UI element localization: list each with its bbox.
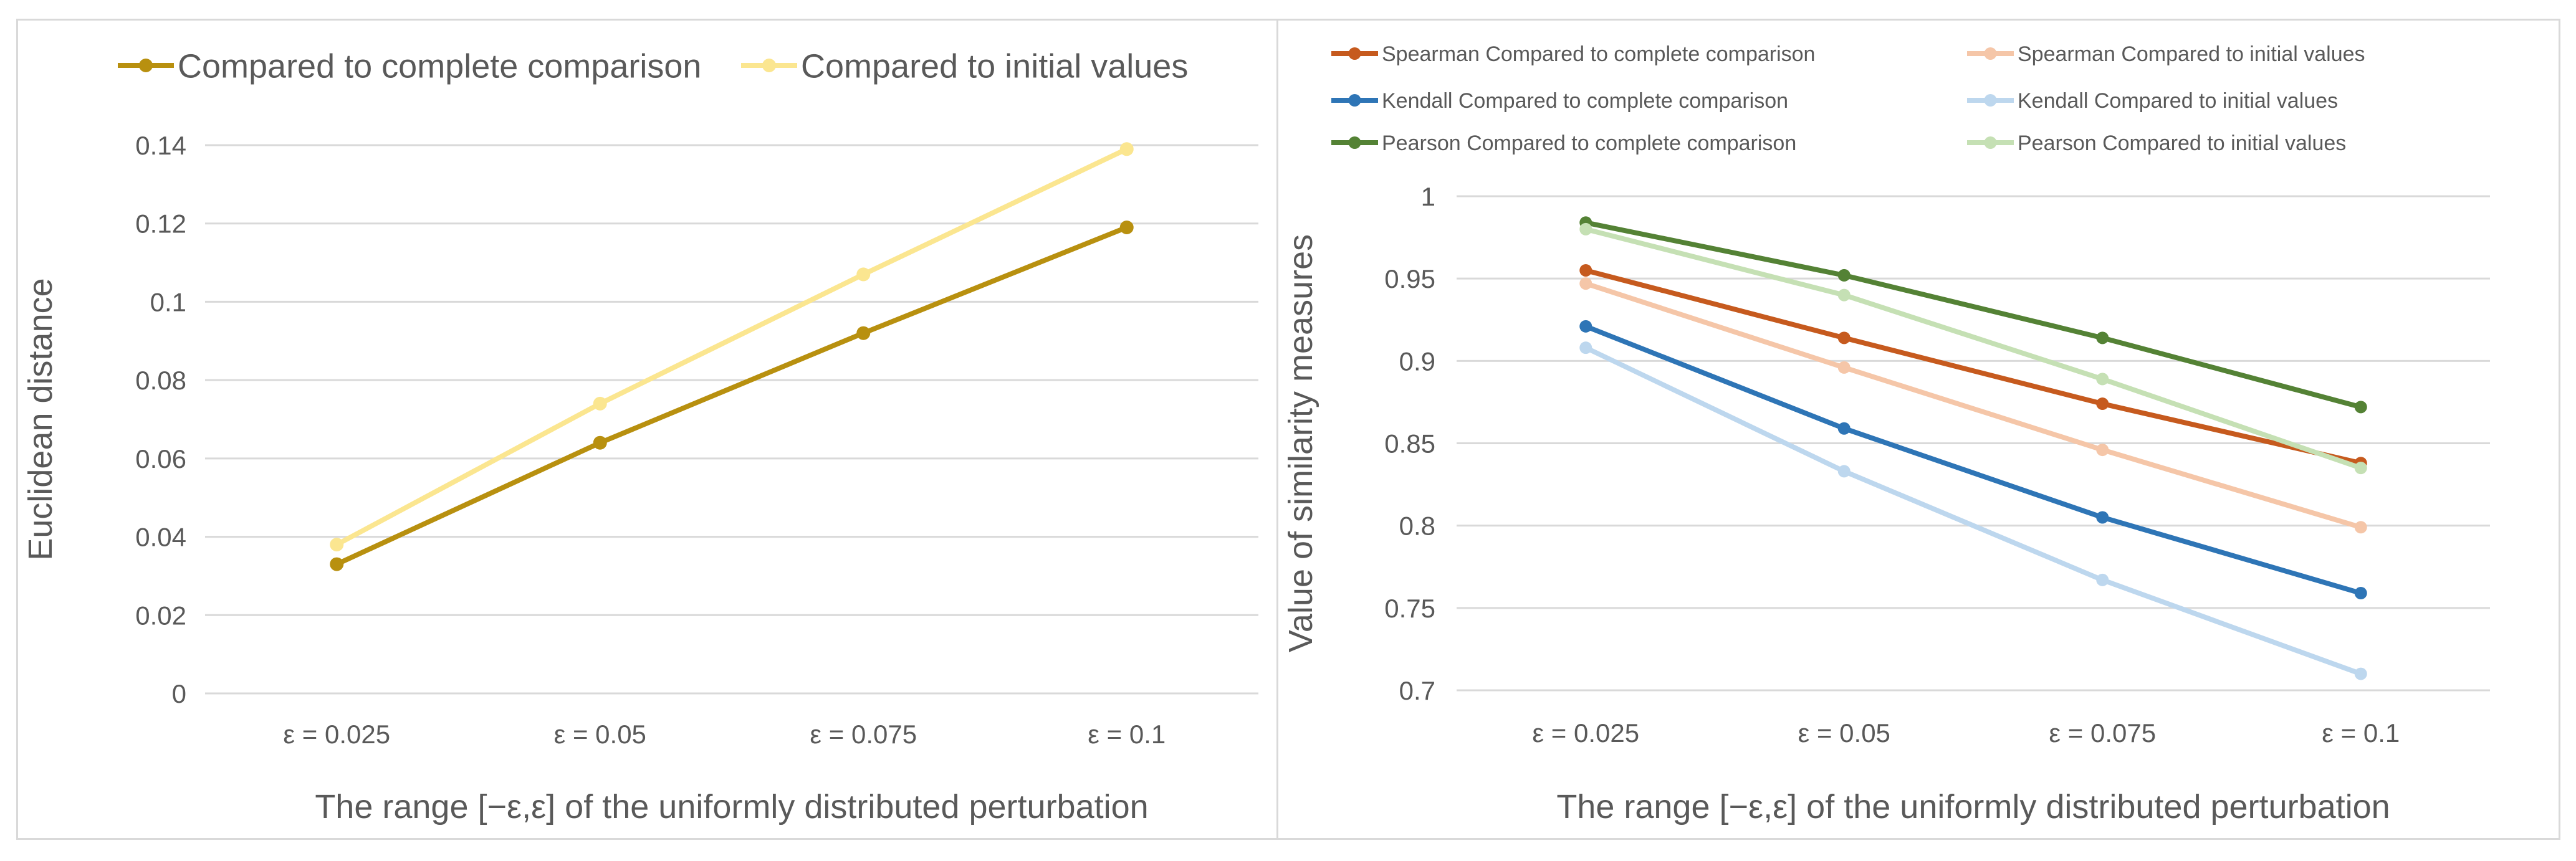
series-line <box>1583 345 2363 677</box>
y-tick-label: 1 <box>1421 182 1435 211</box>
y-tick-label: 0.75 <box>1384 594 1435 623</box>
data-point <box>2354 667 2367 680</box>
data-point <box>1837 331 1851 345</box>
data-point <box>2354 401 2367 414</box>
data-point <box>1837 288 1851 302</box>
x-tick-label: ε = 0.1 <box>1088 720 1166 749</box>
x-tick-label: ε = 0.075 <box>2049 718 2156 748</box>
data-point <box>1837 269 1851 282</box>
data-point <box>1579 222 1592 235</box>
data-point <box>1119 142 1134 156</box>
euclidean-distance-chart: 0 0.02 0.04 0.06 0.08 0.1 0.12 0.14 ε = 0.025 ε =… <box>16 19 1279 840</box>
y-tick-label: 0.9 <box>1399 346 1435 376</box>
y-tick-label: 0.7 <box>1399 676 1435 705</box>
legend-label: Pearson Compared to initial values <box>2018 131 2346 155</box>
y-tick-label: 0.85 <box>1384 429 1435 459</box>
y-tick-label: 0.14 <box>135 131 186 160</box>
y-tick-label: 0 <box>172 679 186 708</box>
legend-label: Compared to complete comparison <box>178 47 701 85</box>
legend-marker <box>1984 47 1997 60</box>
data-point <box>2096 331 2109 345</box>
x-tick-label: ε = 0.05 <box>554 720 646 749</box>
data-point <box>2096 444 2109 457</box>
legend-marker <box>1984 136 1997 149</box>
data-point <box>856 326 871 340</box>
data-point <box>1579 264 1592 277</box>
x-tick-label: ε = 0.025 <box>1532 718 1639 748</box>
data-point <box>330 538 344 552</box>
x-tick-label: ε = 0.075 <box>810 720 917 749</box>
y-tick-label: 0.12 <box>135 209 186 239</box>
series-line <box>334 146 1129 548</box>
series-line <box>1583 281 2363 530</box>
y-tick-label: 0.95 <box>1384 264 1435 293</box>
data-point <box>1579 277 1592 290</box>
data-point <box>2096 373 2109 386</box>
similarity-measures-chart-svg: 0.7 0.75 0.8 0.85 0.9 0.95 1 ε = 0.025 ε = 0.05 ε… <box>1282 42 2490 825</box>
x-tick-label: ε = 0.05 <box>1798 718 1890 748</box>
y-tick-label: 0.08 <box>135 366 186 395</box>
data-point <box>1837 422 1851 435</box>
data-point <box>1579 320 1592 333</box>
data-point <box>1837 465 1851 478</box>
similarity-measures-chart: 0.7 0.75 0.8 0.85 0.9 0.95 1 ε = 0.025 ε = 0.05 ε… <box>1276 19 2560 840</box>
legend-label: Kendall Compared to complete comparison <box>1382 89 1788 113</box>
y-axis-title: Euclidean distance <box>22 278 59 560</box>
legend-label: Spearman Compared to initial values <box>2018 42 2365 66</box>
y-axis-title: Value of similarity measures <box>1282 234 1319 652</box>
x-tick-label: ε = 0.025 <box>283 720 390 749</box>
y-tick-label: 0.04 <box>135 523 186 552</box>
data-point <box>330 557 344 571</box>
series-line <box>334 225 1129 567</box>
data-point <box>2354 521 2367 534</box>
legend-label: Pearson Compared to complete comparison <box>1382 131 1796 155</box>
y-tick-label: 0.06 <box>135 444 186 473</box>
legend-marker <box>1348 136 1361 149</box>
legend-marker <box>1348 47 1361 60</box>
legend-label: Compared to initial values <box>801 47 1188 85</box>
x-tick-label: ε = 0.1 <box>2322 718 2400 748</box>
data-point <box>856 267 871 282</box>
legend-label: Spearman Compared to complete comparison <box>1382 42 1815 66</box>
y-tick-label: 0.8 <box>1399 511 1435 541</box>
euclidean-distance-chart-svg: 0 0.02 0.04 0.06 0.08 0.1 0.12 0.14 ε = 0.025 ε =… <box>22 47 1258 825</box>
legend-label: Kendall Compared to initial values <box>2018 89 2338 113</box>
legend-marker <box>1348 94 1361 107</box>
data-point <box>2096 573 2109 586</box>
series-line <box>1583 220 2363 410</box>
data-point <box>1119 221 1134 234</box>
data-point <box>1837 361 1851 374</box>
data-point <box>2096 511 2109 524</box>
data-point <box>593 396 607 411</box>
legend-marker <box>139 59 153 72</box>
legend-marker <box>762 59 776 72</box>
data-point <box>1579 341 1592 354</box>
x-axis-title: The range [−ε,ε] of the uniformly distri… <box>315 788 1148 825</box>
data-point <box>2354 587 2367 600</box>
y-tick-label: 0.1 <box>150 287 186 316</box>
data-point <box>2096 397 2109 411</box>
data-point <box>593 435 607 450</box>
series-line <box>1583 267 2363 466</box>
series-line <box>1583 323 2363 596</box>
data-point <box>2354 462 2367 475</box>
series-line <box>1583 226 2363 471</box>
y-tick-label: 0.02 <box>135 601 186 630</box>
x-axis-title: The range [−ε,ε] of the uniformly distri… <box>1556 788 2390 825</box>
legend-marker <box>1984 94 1997 107</box>
